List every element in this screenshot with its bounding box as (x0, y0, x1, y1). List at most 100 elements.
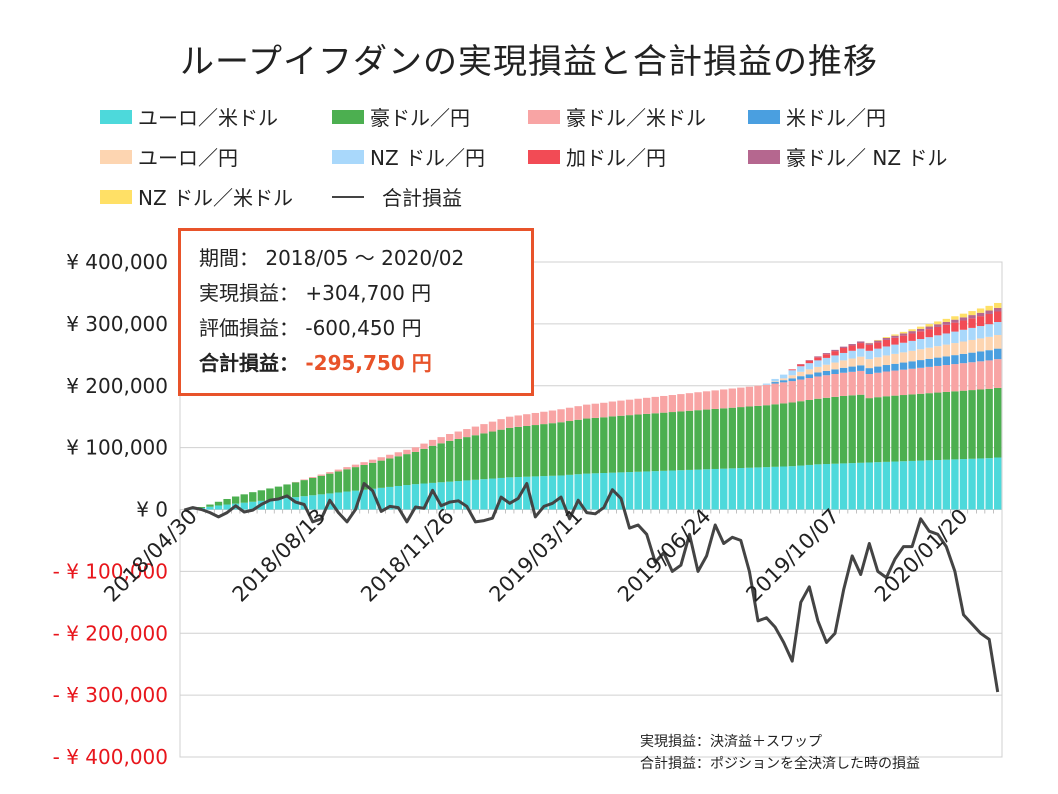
bar-segment (617, 472, 625, 510)
bar-segment (480, 433, 488, 480)
bar-segment (531, 412, 540, 426)
bar-segment (934, 324, 942, 327)
bar-segment (574, 419, 582, 475)
bar-segment (557, 422, 565, 476)
bar-segment (959, 390, 968, 460)
bar-segment (377, 487, 385, 510)
bar-segment (908, 350, 916, 362)
bar-segment (805, 363, 814, 370)
bar-segment (899, 369, 908, 396)
legend-swatch (528, 149, 560, 164)
bar-segment (454, 431, 462, 439)
bar-segment (951, 459, 959, 510)
bar-segment (959, 317, 968, 321)
bar-segment (454, 438, 462, 482)
bar-segment (523, 476, 531, 510)
bar-segment (916, 367, 925, 394)
legend-item: 米ドル／円 (748, 102, 886, 131)
bar-segment (505, 477, 514, 510)
footnote-realized: 実現損益：決済益＋スワップ (640, 734, 822, 750)
bar-segment (985, 388, 993, 459)
period-value: 2018/05 ～ 2020/02 (265, 246, 465, 270)
legend-item: 豪ドル／米ドル (528, 102, 706, 131)
legend-swatch (528, 109, 560, 124)
legend-label: NZ ドル／円 (370, 146, 486, 170)
bar-segment (968, 362, 976, 391)
bar-segment (848, 371, 856, 396)
bar-segment (959, 320, 968, 330)
unrealized-value: -600,450 円 (305, 316, 422, 340)
bar-segment (540, 411, 548, 425)
legend-item: 豪ドル／円 (332, 102, 470, 131)
period-label: 期間： (199, 246, 259, 270)
bar-segment (925, 393, 933, 461)
bar-segment (677, 394, 685, 412)
bar-segment (805, 378, 814, 400)
bar-segment (471, 479, 480, 510)
bar-segment (617, 415, 625, 473)
bar-segment (848, 345, 856, 351)
bar-segment (976, 338, 985, 352)
bar-segment (771, 466, 779, 510)
bar-segment (214, 501, 223, 506)
bar-segment (428, 445, 437, 483)
bar-segment (540, 476, 548, 510)
bar-segment (334, 471, 343, 493)
bar-segment (934, 335, 942, 347)
realized-row: 実現損益： +304,700 円 (199, 276, 531, 311)
bar-segment (634, 398, 642, 415)
bar-segment (565, 407, 574, 422)
total-row: 合計損益： -295,750 円 (199, 346, 531, 381)
bar-segment (916, 360, 925, 368)
bar-segment (420, 443, 428, 449)
bar-segment (300, 479, 308, 481)
bar-segment (651, 471, 659, 510)
bar-segment (437, 482, 445, 510)
bar-segment (959, 363, 968, 391)
bar-segment (574, 474, 582, 510)
footnote-total: 合計損益：ポジションを全決済した時の損益 (640, 756, 920, 772)
bar-segment (240, 502, 248, 510)
bar-segment (822, 375, 831, 398)
bar-segment (420, 483, 428, 510)
y-tick-label: ¥ 100,000 (66, 436, 168, 460)
bar-segment (625, 415, 634, 473)
bar-segment (891, 337, 899, 345)
bar-segment (762, 405, 771, 468)
bar-segment (976, 361, 985, 390)
bar-segment (591, 403, 599, 418)
bar-segment (677, 470, 685, 510)
bar-segment (531, 425, 540, 477)
bar-segment (985, 305, 993, 311)
summary-box: 期間： 2018/05 ～ 2020/02 実現損益： +304,700 円 評… (178, 228, 534, 396)
bar-segment (446, 440, 454, 482)
bar-segment (420, 448, 428, 484)
bar-segment (822, 370, 831, 376)
bar-segment (891, 344, 899, 354)
bar-segment (976, 326, 985, 339)
bar-segment (197, 507, 206, 508)
bar-segment (848, 358, 856, 367)
bar-segment (899, 333, 908, 336)
bar-segment (882, 396, 891, 462)
bar-segment (531, 476, 540, 510)
bar-segment (574, 406, 582, 420)
bar-segment (951, 322, 959, 332)
bar-segment (814, 376, 822, 399)
bar-segment (822, 364, 831, 371)
bar-segment (942, 365, 951, 392)
bar-segment (891, 395, 899, 462)
bar-segment (934, 365, 942, 393)
bar-segment (266, 488, 274, 500)
bar-segment (882, 461, 891, 510)
bar-segment (831, 349, 839, 352)
bar-segment (394, 452, 403, 457)
bar-segment (874, 348, 882, 358)
bar-segment (985, 360, 993, 389)
bar-segment (908, 340, 916, 351)
bar-segment (386, 486, 394, 510)
bar-segment (403, 449, 411, 455)
bar-segment (600, 417, 608, 473)
bar-segment (548, 423, 557, 476)
bar-segment (882, 346, 891, 356)
